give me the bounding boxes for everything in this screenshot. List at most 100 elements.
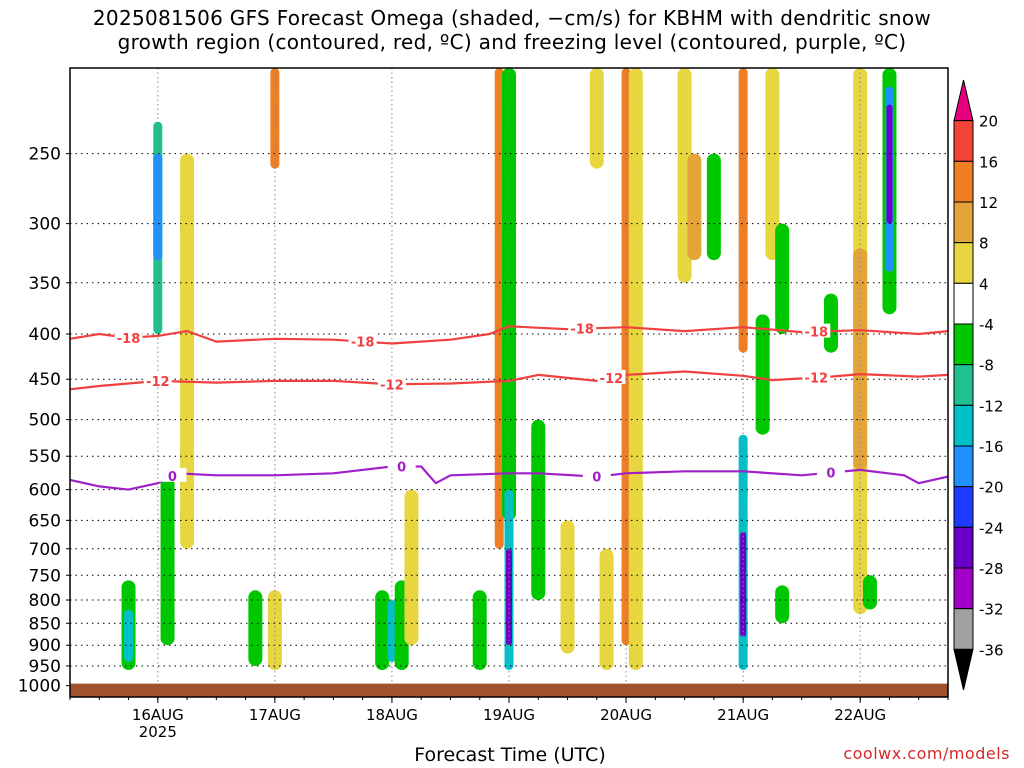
contour-label-bg xyxy=(582,468,611,483)
contour-label-0: 0 xyxy=(168,470,177,485)
colorbar-label: -12 xyxy=(979,397,1004,415)
omega-shade-39 xyxy=(862,575,877,610)
colorbar-swatch xyxy=(953,242,974,284)
contour-label--12: -12 xyxy=(146,375,170,390)
colorbar: 20 16 12 8 4 -4 -8 -12 -16 -20 -24 -28 -32 -36 xyxy=(953,79,1004,691)
contours: -18 -18 -18 -18 -12 -12 -12 -12 0 0 0 0 xyxy=(69,320,949,491)
ytick-label-300: 300 xyxy=(29,215,61,235)
ytick-label-400: 400 xyxy=(29,325,61,345)
contour-label-bg xyxy=(802,323,831,338)
colorbar-swatch xyxy=(953,120,974,162)
colorbar-swatch xyxy=(953,282,974,325)
omega-shade-22 xyxy=(599,548,614,670)
ytick-label-550: 550 xyxy=(29,447,61,467)
omega-shade-31 xyxy=(755,314,770,435)
contour-label-bg xyxy=(568,320,597,335)
contour-label-0: 0 xyxy=(826,467,835,482)
omega-shade-20 xyxy=(589,68,604,169)
omega-shade-18 xyxy=(531,419,546,601)
contour-label--18: -18 xyxy=(805,326,829,341)
colorbar-label: -20 xyxy=(979,479,1004,497)
ground-layer xyxy=(70,683,948,697)
colorbar-label: -36 xyxy=(979,641,1004,659)
contour-label-bg xyxy=(377,376,406,391)
xtick-label-16AUG: 16AUG xyxy=(132,706,184,724)
contour-label-bg xyxy=(802,369,831,384)
omega-shade-32 xyxy=(765,68,780,261)
ytick-label-700: 700 xyxy=(29,540,61,560)
colorbar-label: 12 xyxy=(979,194,998,212)
colorbar-label: -32 xyxy=(979,601,1004,619)
omega-shade-30 xyxy=(740,531,747,637)
colorbar-label: 4 xyxy=(979,275,989,293)
omega-shade-7 xyxy=(248,590,263,666)
xtick-label-19AUG: 19AUG xyxy=(483,706,535,724)
colorbar-swatch xyxy=(953,486,974,528)
x-axis-title: Forecast Time (UTC) xyxy=(414,744,606,766)
omega-shade-1 xyxy=(153,153,163,261)
colorbar-swatch xyxy=(953,201,974,244)
ytick-label-500: 500 xyxy=(29,411,61,431)
source-credit: coolwx.com/models xyxy=(843,744,1010,763)
omega-shade-13 xyxy=(472,590,487,670)
ytick-label-800: 800 xyxy=(29,591,61,611)
colorbar-swatch xyxy=(953,526,974,569)
ytick-label-950: 950 xyxy=(29,657,61,677)
ytick-label-450: 450 xyxy=(29,370,61,390)
contour-label--18: -18 xyxy=(117,332,141,347)
omega-shade-2 xyxy=(180,153,195,549)
contour-label-0: 0 xyxy=(397,461,406,476)
ytick-label-850: 850 xyxy=(29,614,61,634)
colorbar-swatch xyxy=(953,567,974,610)
contour-line--18 xyxy=(69,325,949,345)
contour-label--18: -18 xyxy=(570,323,594,338)
contour-label--12: -12 xyxy=(600,372,624,387)
contour-label-bg xyxy=(816,464,845,479)
omega-shade-40 xyxy=(775,585,790,624)
contour-label-bg xyxy=(143,372,172,387)
omega-shade-28 xyxy=(738,68,748,353)
omega-shade-27 xyxy=(706,153,721,261)
colorbar-swatch xyxy=(953,445,974,488)
contour-label-bg xyxy=(597,369,626,384)
colorbar-swatch xyxy=(953,160,974,203)
contour-label-0: 0 xyxy=(592,471,601,486)
omega-shade-12 xyxy=(404,489,419,646)
contour-label--12: -12 xyxy=(805,372,829,387)
title-line-1: 2025081506 GFS Forecast Omega (shaded, −… xyxy=(92,6,932,30)
ytick-label-250: 250 xyxy=(29,145,61,165)
colorbar-label: -28 xyxy=(979,560,1004,578)
colorbar-swatch xyxy=(953,323,974,366)
omega-shade-6 xyxy=(267,590,282,670)
omega-shade-9 xyxy=(375,590,390,670)
ytick-label-1000: 1000 xyxy=(18,677,61,697)
contour-label-bg xyxy=(158,467,187,482)
omega-shade-5 xyxy=(160,476,175,646)
title-line-2: growth region (contoured, red, ºC) and f… xyxy=(117,30,907,54)
xtick-label-21AUG: 21AUG xyxy=(717,706,769,724)
colorbar-label: 16 xyxy=(979,153,998,171)
contour-label-bg xyxy=(348,333,377,348)
colorbar-label: -8 xyxy=(979,357,994,375)
omega-shade-41 xyxy=(823,293,838,353)
xtick-label-18AUG: 18AUG xyxy=(366,706,418,724)
colorbar-label: -16 xyxy=(979,438,1004,456)
ytick-label-350: 350 xyxy=(29,274,61,294)
y-axis: 2503003504004505005506006507007508008509… xyxy=(18,145,70,697)
contour-label-bg xyxy=(387,458,416,473)
xtick-label-20AUG: 20AUG xyxy=(600,706,652,724)
colorbar-swatch xyxy=(953,364,974,406)
omega-shade-38 xyxy=(886,104,893,224)
omega-shade-17 xyxy=(506,548,512,646)
colorbar-bottom-arrow xyxy=(953,648,974,691)
colorbar-swatch xyxy=(953,404,974,447)
xtick-label-22AUG: 22AUG xyxy=(834,706,886,724)
contour-line--12 xyxy=(69,370,949,391)
colorbar-swatch xyxy=(953,608,974,650)
xtick-label-17AUG: 17AUG xyxy=(249,706,301,724)
omega-shade-35 xyxy=(853,248,868,470)
colorbar-label: -24 xyxy=(979,519,1004,537)
omega-shade-14 xyxy=(494,68,504,549)
colorbar-label: 20 xyxy=(979,113,998,131)
